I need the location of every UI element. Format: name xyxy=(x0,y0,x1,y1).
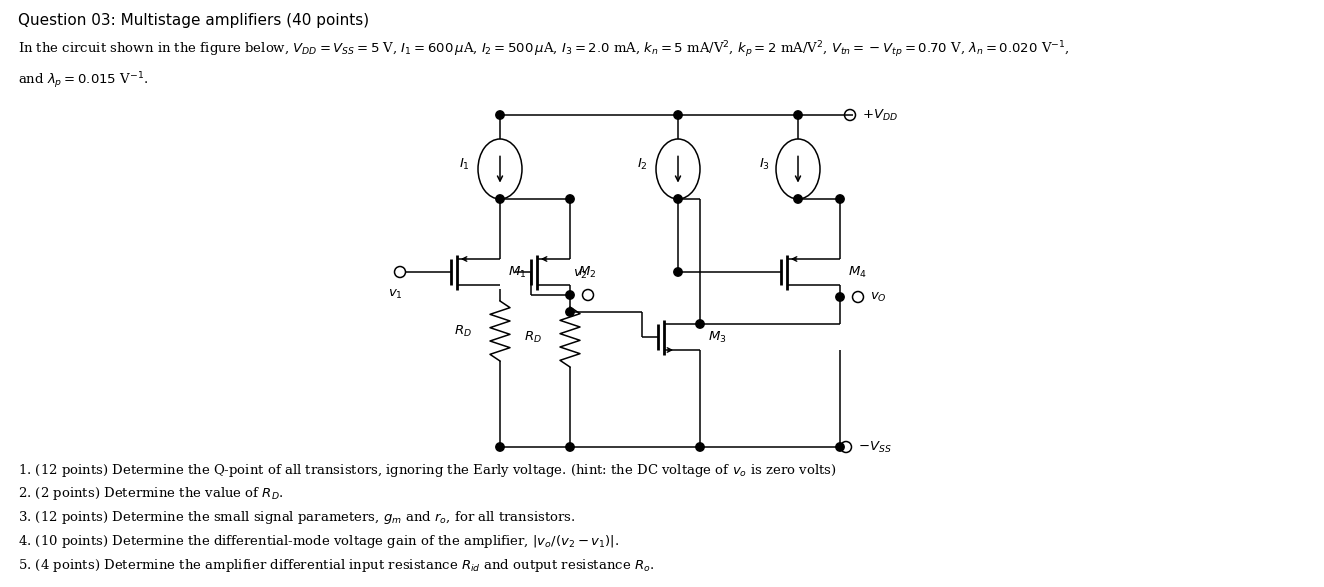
Text: 3. (12 points) Determine the small signal parameters, $g_m$ and $r_o$, for all t: 3. (12 points) Determine the small signa… xyxy=(19,509,576,526)
Text: $v_2$: $v_2$ xyxy=(572,268,588,281)
Text: 1. (12 points) Determine the Q-point of all transistors, ignoring the Early volt: 1. (12 points) Determine the Q-point of … xyxy=(19,462,837,479)
Circle shape xyxy=(565,291,575,299)
Text: $-V_{SS}$: $-V_{SS}$ xyxy=(858,440,891,454)
Text: $v_1$: $v_1$ xyxy=(388,288,402,301)
Text: $M_3$: $M_3$ xyxy=(708,329,727,345)
Circle shape xyxy=(565,308,575,316)
Circle shape xyxy=(674,111,682,119)
Text: and $\lambda_p = 0.015$ V$^{-1}$.: and $\lambda_p = 0.015$ V$^{-1}$. xyxy=(19,70,148,90)
Circle shape xyxy=(835,195,845,203)
Text: $M_4$: $M_4$ xyxy=(847,265,867,279)
Circle shape xyxy=(794,111,802,119)
Circle shape xyxy=(495,443,504,451)
Text: $M_2$: $M_2$ xyxy=(579,265,596,279)
Text: $+V_{DD}$: $+V_{DD}$ xyxy=(862,107,898,123)
Text: $R_D$: $R_D$ xyxy=(454,323,471,339)
Circle shape xyxy=(835,293,845,301)
Circle shape xyxy=(565,443,575,451)
Text: 4. (10 points) Determine the differential-mode voltage gain of the amplifier, $|: 4. (10 points) Determine the differentia… xyxy=(19,533,620,550)
Text: Question 03: Multistage amplifiers (40 points): Question 03: Multistage amplifiers (40 p… xyxy=(19,13,369,28)
Circle shape xyxy=(696,320,704,328)
Text: 5. (4 points) Determine the amplifier differential input resistance $R_{id}$ and: 5. (4 points) Determine the amplifier di… xyxy=(19,557,654,574)
Text: $I_3$: $I_3$ xyxy=(759,157,771,171)
Circle shape xyxy=(495,111,504,119)
Text: $M_1$: $M_1$ xyxy=(508,265,527,279)
Circle shape xyxy=(674,195,682,203)
Circle shape xyxy=(674,268,682,276)
Circle shape xyxy=(696,443,704,451)
Text: $R_D$: $R_D$ xyxy=(524,329,542,345)
Text: In the circuit shown in the figure below, $V_{DD} = V_{SS} = 5$ V, $I_1 = 600\,\: In the circuit shown in the figure below… xyxy=(19,39,1070,60)
Circle shape xyxy=(794,195,802,203)
Circle shape xyxy=(835,443,845,451)
Text: $I_2$: $I_2$ xyxy=(637,157,647,171)
Text: $I_1$: $I_1$ xyxy=(459,157,470,171)
Circle shape xyxy=(565,195,575,203)
Text: 2. (2 points) Determine the value of $R_D$.: 2. (2 points) Determine the value of $R_… xyxy=(19,485,283,502)
Circle shape xyxy=(495,195,504,203)
Text: $v_O$: $v_O$ xyxy=(870,291,887,303)
